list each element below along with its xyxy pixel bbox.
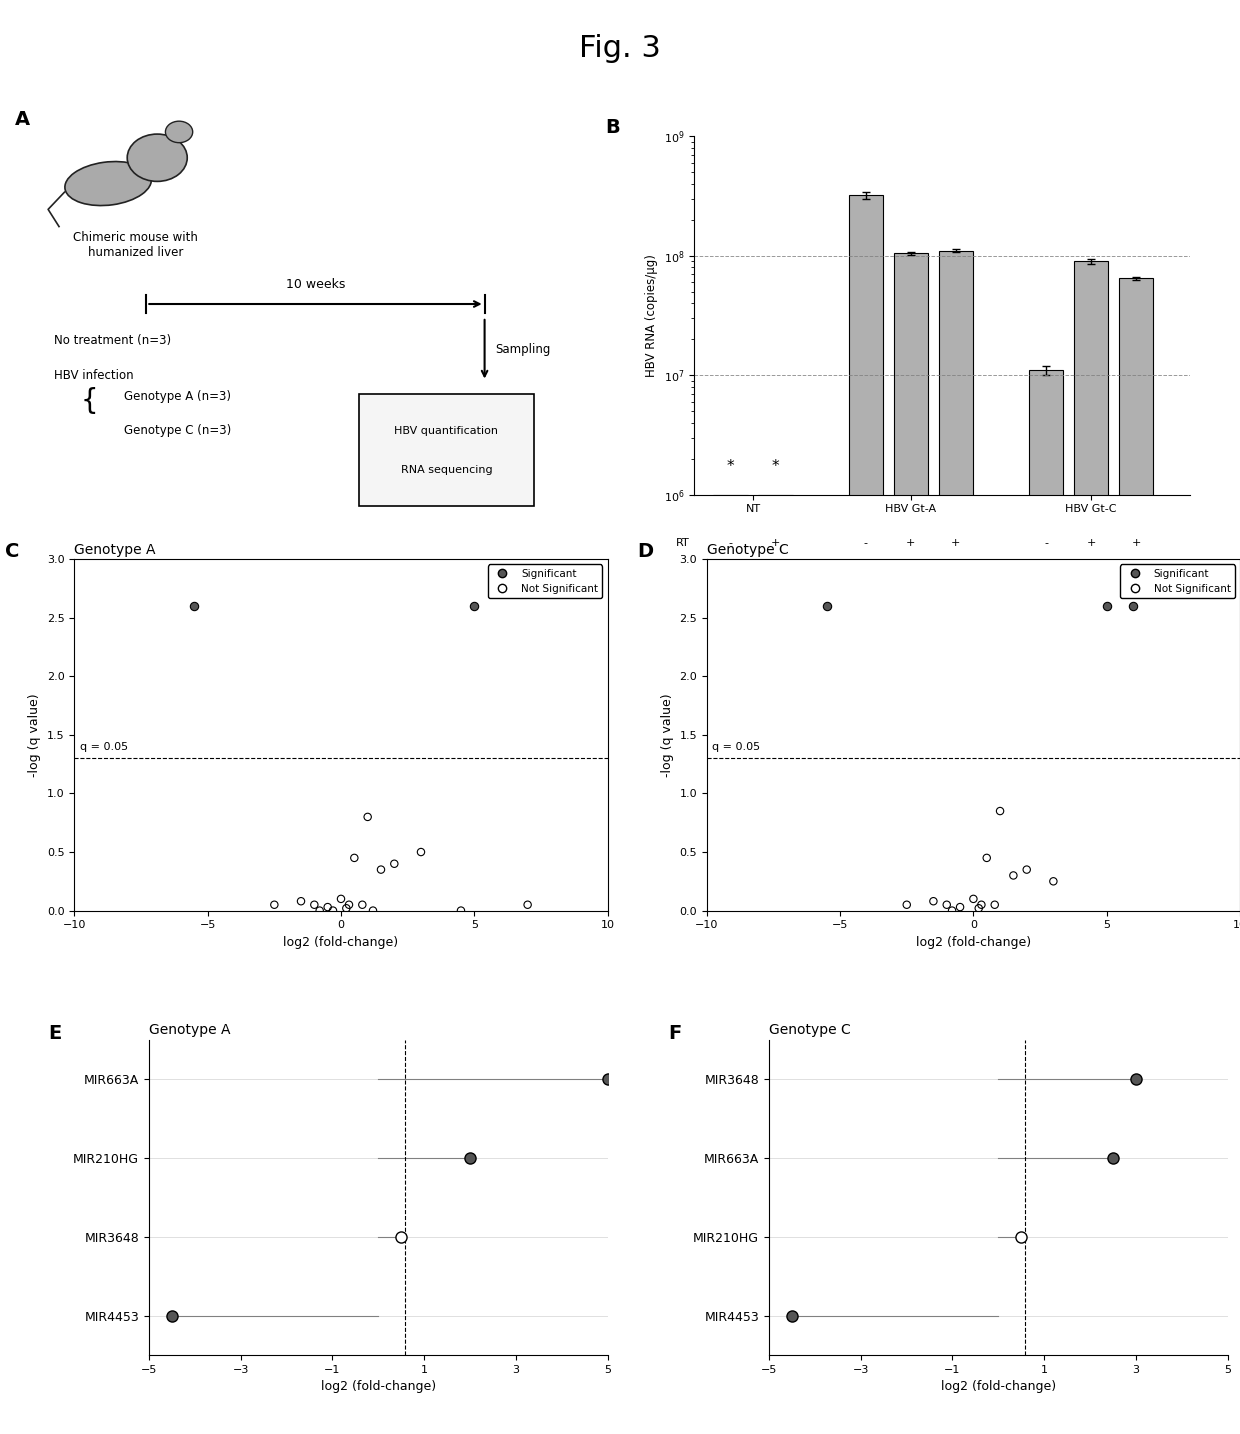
Text: Fig. 3: Fig. 3	[579, 34, 661, 63]
Point	[352, 893, 372, 916]
Text: HBV quantification: HBV quantification	[394, 426, 498, 436]
Point	[963, 888, 983, 911]
Text: {: {	[81, 387, 98, 414]
Point	[451, 899, 471, 922]
Point	[817, 595, 837, 618]
Point	[185, 595, 205, 618]
Text: B: B	[605, 119, 620, 138]
Text: C: C	[5, 542, 20, 561]
Point	[358, 806, 378, 829]
FancyBboxPatch shape	[360, 394, 533, 506]
Text: +: +	[1086, 538, 1096, 548]
Y-axis label: -log (q value): -log (q value)	[661, 693, 673, 777]
Bar	[894, 254, 928, 1434]
X-axis label: log2 (fold-change): log2 (fold-change)	[941, 1381, 1055, 1394]
Bar	[939, 251, 973, 1434]
X-axis label: log2 (fold-change): log2 (fold-change)	[284, 936, 398, 949]
Ellipse shape	[64, 162, 151, 205]
Point	[942, 899, 962, 922]
Point	[363, 899, 383, 922]
Text: *: *	[727, 459, 734, 473]
Text: No treatment (n=3): No treatment (n=3)	[53, 334, 171, 347]
Text: -: -	[864, 538, 868, 548]
Text: +: +	[906, 538, 915, 548]
Point	[339, 893, 358, 916]
X-axis label: log2 (fold-change): log2 (fold-change)	[916, 936, 1030, 949]
Bar	[713, 495, 748, 1434]
Text: F: F	[668, 1024, 681, 1043]
Text: Genotype A: Genotype A	[149, 1022, 231, 1037]
Point	[324, 899, 343, 922]
Text: -: -	[1044, 538, 1048, 548]
Text: +: +	[951, 538, 961, 548]
Text: RNA sequencing: RNA sequencing	[401, 465, 492, 475]
Text: Genotype A: Genotype A	[74, 542, 156, 556]
Text: q = 0.05: q = 0.05	[79, 743, 128, 753]
Point	[1097, 595, 1117, 618]
Legend: Significant, Not Significant: Significant, Not Significant	[1120, 565, 1235, 598]
Point	[518, 893, 538, 916]
Point	[950, 896, 970, 919]
Point	[971, 893, 991, 916]
Text: Chimeric mouse with
humanized liver: Chimeric mouse with humanized liver	[73, 231, 198, 260]
Point	[1003, 863, 1023, 886]
Circle shape	[128, 135, 187, 182]
Text: RT: RT	[676, 538, 689, 548]
Point	[371, 858, 391, 880]
Point	[384, 852, 404, 875]
Y-axis label: HBV RNA (copies/µg): HBV RNA (copies/µg)	[646, 254, 658, 377]
Text: Genotype C (n=3): Genotype C (n=3)	[124, 424, 232, 437]
Point	[305, 893, 325, 916]
Text: Sampling: Sampling	[496, 343, 551, 356]
Bar	[1029, 370, 1063, 1434]
Circle shape	[165, 122, 192, 143]
Point	[968, 896, 988, 919]
Text: +: +	[771, 538, 780, 548]
Point	[345, 846, 365, 869]
Point	[1044, 870, 1064, 893]
Text: Genotype C: Genotype C	[769, 1022, 851, 1037]
Text: 10 weeks: 10 weeks	[285, 278, 345, 291]
Point	[336, 896, 356, 919]
Point	[1123, 595, 1143, 618]
Text: Genotype A (n=3): Genotype A (n=3)	[124, 390, 232, 403]
Text: -: -	[728, 538, 733, 548]
Legend: Significant, Not Significant: Significant, Not Significant	[487, 565, 603, 598]
Text: HBV infection: HBV infection	[53, 369, 133, 381]
Text: A: A	[15, 110, 31, 129]
Point	[985, 893, 1004, 916]
Point	[412, 840, 432, 863]
Text: *: *	[771, 459, 780, 473]
Point	[331, 888, 351, 911]
Bar	[759, 495, 792, 1434]
Point	[1017, 858, 1037, 880]
Point	[977, 846, 997, 869]
Point	[897, 893, 916, 916]
X-axis label: log2 (fold-change): log2 (fold-change)	[321, 1381, 435, 1394]
Bar	[848, 195, 883, 1434]
Text: E: E	[48, 1024, 61, 1043]
Text: D: D	[637, 542, 653, 561]
Point	[990, 800, 1009, 823]
Point	[264, 893, 284, 916]
Point	[291, 889, 311, 912]
Text: +: +	[1132, 538, 1141, 548]
Point	[464, 595, 484, 618]
Point	[317, 896, 337, 919]
Bar	[1120, 278, 1153, 1434]
Point	[310, 899, 330, 922]
Text: q = 0.05: q = 0.05	[712, 743, 760, 753]
Point	[924, 889, 944, 912]
Bar	[1074, 261, 1109, 1434]
Y-axis label: -log (q value): -log (q value)	[29, 693, 41, 777]
Text: Genotype C: Genotype C	[707, 542, 789, 556]
Point	[937, 893, 957, 916]
